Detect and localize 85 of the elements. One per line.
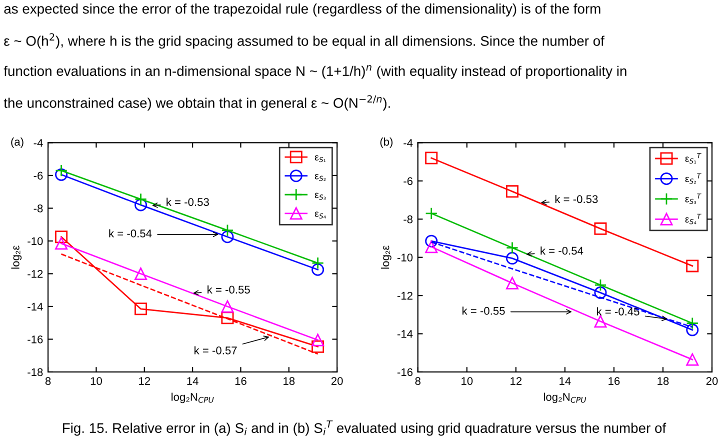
x-tick-label: 14 bbox=[560, 377, 571, 385]
x-tick-label: 20 bbox=[331, 377, 343, 385]
x-axis-title: log₂N$_{CPU}$ bbox=[544, 392, 586, 404]
legend-label: ε$_{S₃}$$^{T}$ bbox=[685, 194, 702, 204]
chart-title: (b) bbox=[380, 138, 393, 148]
x-tick-label: 12 bbox=[510, 377, 522, 385]
y-tick-label: -16 bbox=[28, 335, 43, 344]
annotation: k = -0.57 bbox=[194, 346, 237, 354]
point bbox=[594, 286, 607, 299]
y-tick-label: -4 bbox=[34, 139, 43, 147]
point bbox=[221, 224, 234, 237]
chart-title: (a) bbox=[11, 138, 24, 148]
annotation: k = -0.55 bbox=[208, 285, 250, 294]
y-tick-label: -16 bbox=[397, 368, 413, 376]
y-tick-label: -10 bbox=[28, 237, 43, 246]
point bbox=[506, 276, 518, 290]
annotation: k = -0.53 bbox=[166, 198, 209, 206]
y-tick-label: -12 bbox=[397, 292, 412, 300]
point bbox=[312, 340, 324, 353]
y-tick-label: -14 bbox=[397, 330, 413, 338]
x-tick-label: 10 bbox=[462, 377, 473, 385]
legend-label: ε$_{S₄}$ bbox=[314, 212, 326, 218]
y-axis-title: log₂ε bbox=[11, 246, 22, 269]
x-tick-label: 18 bbox=[284, 377, 295, 385]
point bbox=[312, 263, 324, 276]
x-tick-label: 16 bbox=[235, 377, 246, 385]
y-tick-label: -14 bbox=[28, 302, 43, 310]
legend-label: ε$_{S₂}$ bbox=[314, 174, 326, 181]
point bbox=[506, 242, 518, 254]
legend-label: ε$_{S₄}$$^{T}$ bbox=[685, 214, 702, 224]
legend-label: ε$_{S₃}$ bbox=[314, 192, 326, 200]
x-tick-label: 18 bbox=[658, 377, 669, 385]
legend-label: ε$_{S₁}$$^{T}$ bbox=[685, 153, 702, 164]
y-tick-label: -6 bbox=[404, 177, 413, 186]
x-tick-label: 16 bbox=[608, 377, 620, 385]
point bbox=[425, 240, 438, 254]
point bbox=[594, 222, 607, 235]
point bbox=[506, 185, 518, 198]
annotation: k = -0.55 bbox=[462, 306, 505, 315]
point bbox=[134, 192, 148, 206]
text: as expected since the error of the trapezoidal rule (regardless of the dimensionality) is of the form ε ~ O(h$^{2}$), where h is the grid spacing assumed to be equal in all dimensions. Since the number of function evaluations in an n-dimensional space N ~ (1+1/h)$^{n}$ (with equality instead of proportionality in the unconstrained case) we obtain that in general ε ~ O(N$^{−2/n}$). bbox=[4, 4, 626, 111]
point bbox=[221, 230, 234, 244]
point bbox=[686, 317, 699, 330]
x-tick-label: 8 bbox=[45, 377, 51, 385]
x-tick-label: 10 bbox=[90, 377, 102, 385]
point bbox=[506, 252, 518, 265]
y-tick-label: -10 bbox=[397, 254, 413, 262]
annotation: k = -0.54 bbox=[109, 229, 152, 238]
y-tick-label: -6 bbox=[34, 172, 43, 180]
point bbox=[221, 300, 234, 313]
annotation: k = -0.54 bbox=[540, 246, 584, 255]
x-tick-label: 8 bbox=[415, 377, 420, 385]
annotation: k = -0.53 bbox=[555, 194, 598, 204]
point bbox=[425, 234, 438, 248]
y-tick-label: -4 bbox=[404, 139, 413, 147]
point bbox=[55, 237, 68, 250]
y-tick-label: -8 bbox=[34, 204, 43, 212]
point bbox=[55, 164, 68, 177]
x-tick-label: 20 bbox=[706, 377, 718, 385]
point bbox=[686, 260, 699, 272]
caption: Fig. 15. Relative error in (a) S$_{i}$ and in (b) S$_{i}$$^{T}$ evaluated using grid quadrature versus the number of bbox=[62, 420, 666, 436]
legend-label: ε$_{S₂}$$^{T}$ bbox=[685, 173, 702, 184]
point bbox=[686, 324, 699, 336]
point bbox=[425, 152, 438, 164]
point bbox=[221, 312, 234, 324]
y-tick-label: -12 bbox=[28, 270, 43, 278]
point bbox=[594, 278, 607, 292]
y-axis-title: log₂ε bbox=[381, 246, 392, 269]
x-tick-label: 12 bbox=[139, 377, 150, 385]
x-tick-label: 14 bbox=[187, 377, 198, 385]
x-axis-title: log₂N$_{CPU}$ bbox=[172, 392, 214, 404]
annotation: k = -0.45 bbox=[596, 307, 640, 316]
point bbox=[594, 315, 607, 328]
y-tick-label: -8 bbox=[404, 215, 413, 224]
point bbox=[312, 256, 324, 270]
point bbox=[55, 230, 68, 244]
point bbox=[312, 334, 324, 346]
point bbox=[55, 168, 68, 181]
legend-label: ε$_{S₁}$ bbox=[314, 155, 326, 162]
point bbox=[686, 353, 699, 366]
point bbox=[134, 302, 148, 316]
point bbox=[134, 198, 148, 212]
y-tick-label: -18 bbox=[28, 368, 43, 376]
point bbox=[134, 267, 148, 280]
point bbox=[425, 207, 438, 220]
